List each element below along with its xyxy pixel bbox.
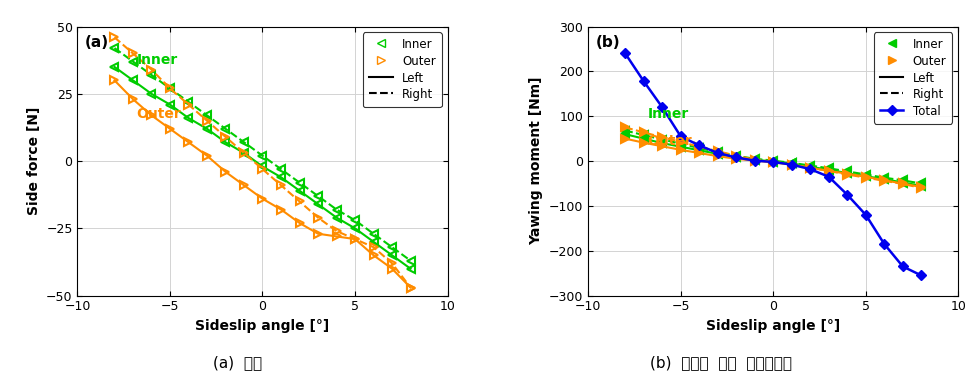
Text: Inner: Inner [648,108,688,121]
Text: Outer: Outer [648,135,692,148]
Y-axis label: Yawing moment [Nm]: Yawing moment [Nm] [529,77,543,245]
X-axis label: Sideslip angle [°]: Sideslip angle [°] [706,319,840,333]
Text: Inner: Inner [136,53,178,67]
Legend: Inner, Outer, Left, Right: Inner, Outer, Left, Right [363,33,441,107]
Y-axis label: Side force [N]: Side force [N] [26,107,41,215]
Text: Outer: Outer [136,107,181,121]
Text: (a)  측력: (a) 측력 [213,356,261,371]
X-axis label: Sideslip angle [°]: Sideslip angle [°] [196,319,330,333]
Text: (b): (b) [595,34,620,50]
Legend: Inner, Outer, Left, Right, Total: Inner, Outer, Left, Right, Total [874,33,953,124]
Text: (a): (a) [85,34,109,50]
Text: (b)  측력에  의한  요잌모멘트: (b) 측력에 의한 요잌모멘트 [650,356,792,371]
